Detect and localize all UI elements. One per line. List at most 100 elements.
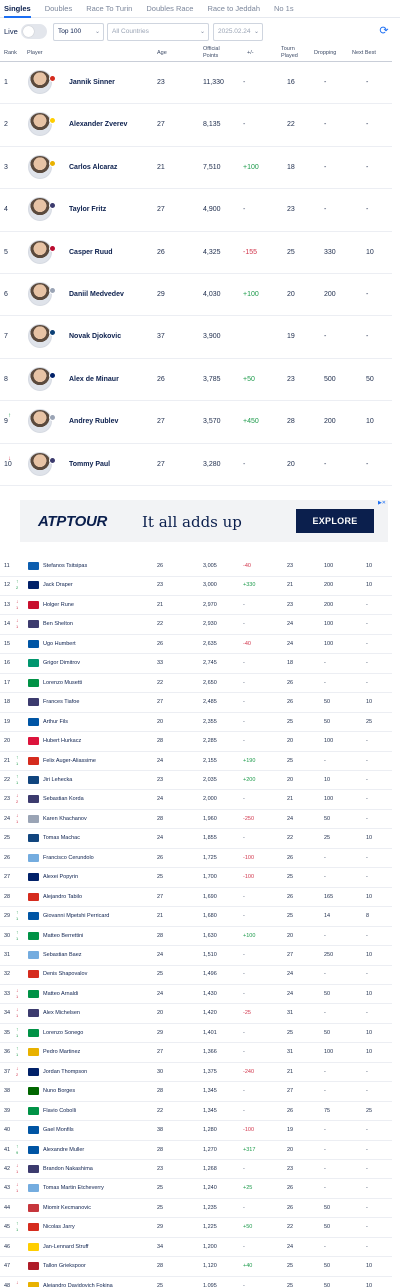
- table-row[interactable]: 39 Flavio Cobolli 22 1,345 - 26 75 25: [0, 1102, 392, 1122]
- table-row[interactable]: 36 ↑ 1 Pedro Martinez 27 1,366 - 31 100 10: [0, 1043, 392, 1063]
- table-row[interactable]: 45 ↑ 1 Nicolas Jarry 29 1,225 +50 22 50 -: [0, 1218, 392, 1238]
- table-row[interactable]: 23 ↓ 2 Sebastian Korda 24 2,000 - 21 100 -: [0, 790, 392, 810]
- table-row[interactable]: 31 Sebastian Baez 24 1,510 - 27 250 10: [0, 946, 392, 966]
- avatar[interactable]: [28, 239, 52, 264]
- table-row[interactable]: 27 Alexei Popyrin 25 1,700 -100 25 - -: [0, 868, 392, 888]
- player-name-link[interactable]: Pedro Martinez: [43, 1049, 81, 1056]
- table-row[interactable]: 17 Lorenzo Musetti 22 2,650 - 26 - -: [0, 674, 392, 694]
- table-row[interactable]: 18 Frances Tiafoe 27 2,485 - 26 50 10: [0, 693, 392, 713]
- player-name-link[interactable]: Alex de Minaur: [69, 375, 119, 383]
- header-rank[interactable]: Rank: [4, 50, 17, 56]
- table-row[interactable]: 44 Miomir Kecmanovic 25 1,235 - 26 50 -: [0, 1199, 392, 1219]
- table-row[interactable]: 25 Tomas Machac 24 1,855 - 22 25 10: [0, 829, 392, 849]
- table-row[interactable]: 28 Alejandro Tabilo 27 1,690 - 26 165 10: [0, 888, 392, 908]
- player-name-link[interactable]: Lorenzo Musetti: [43, 679, 83, 686]
- player-name-link[interactable]: Frances Tiafoe: [43, 699, 80, 706]
- table-row[interactable]: 4 Taylor Fritz 27 4,900 - 23 - -: [0, 189, 392, 232]
- header-points[interactable]: Official Points: [203, 46, 220, 59]
- tab-race-to-jeddah[interactable]: Race to Jeddah: [207, 3, 261, 13]
- table-row[interactable]: 40 Gael Monfils 38 1,280 -100 19 - -: [0, 1121, 392, 1141]
- player-name-link[interactable]: Giovanni Mpetshi Perricard: [43, 913, 110, 920]
- table-row[interactable]: 22 ↑ 1 Jiri Lehecka 23 2,035 +200 20 10 -: [0, 771, 392, 791]
- player-name-link[interactable]: Jack Draper: [43, 582, 73, 589]
- table-row[interactable]: 37 ↓ 2 Jordan Thompson 30 1,375 -240 21 - -: [0, 1063, 392, 1083]
- table-row[interactable]: 33 ↓ 1 Matteo Arnaldi 24 1,430 - 24 50 10: [0, 985, 392, 1005]
- avatar[interactable]: [28, 451, 52, 476]
- table-row[interactable]: 29 ↑ 1 Giovanni Mpetshi Perricard 21 1,680 - 25…: [0, 907, 392, 927]
- player-name-link[interactable]: Lorenzo Sonego: [43, 1029, 84, 1036]
- table-row[interactable]: 16 Grigor Dimitrov 33 2,745 - 18 - -: [0, 654, 392, 674]
- player-name-link[interactable]: Denis Shapovalov: [43, 971, 88, 978]
- table-row[interactable]: 47 Tallon Griekspoor 28 1,120 +40 25 50 10: [0, 1257, 392, 1277]
- player-name-link[interactable]: Novak Djokovic: [69, 333, 122, 341]
- player-name-link[interactable]: Flavio Cobolli: [43, 1107, 77, 1114]
- table-row[interactable]: 19 Arthur Fils 20 2,355 - 25 50 25: [0, 713, 392, 733]
- table-row[interactable]: 7 Novak Djokovic 37 3,900 19 - -: [0, 316, 392, 359]
- avatar[interactable]: [28, 282, 52, 306]
- table-row[interactable]: 13 ↓ 1 Holger Rune 21 2,970 - 23 200 -: [0, 596, 392, 616]
- table-row[interactable]: 6 Daniil Medvedev 29 4,030 +100 20 200 -: [0, 274, 392, 317]
- player-name-link[interactable]: Tommy Paul: [69, 460, 111, 468]
- player-name-link[interactable]: Alejandro Tabilo: [43, 893, 83, 900]
- tab-singles[interactable]: Singles: [4, 0, 31, 18]
- table-row[interactable]: 26 Francisco Cerundolo 26 1,725 -100 26 - -: [0, 849, 392, 869]
- player-name-link[interactable]: Jordan Thompson: [43, 1068, 88, 1075]
- player-name-link[interactable]: Sebastian Korda: [43, 796, 84, 803]
- table-row[interactable]: 24 ↓ 1 Karen Khachanov 28 1,960 -250 24 50 -: [0, 810, 392, 830]
- table-row[interactable]: 32 Denis Shapovalov 25 1,496 - 24 - -: [0, 965, 392, 985]
- table-row[interactable]: 15 Ugo Humbert 26 2,635 -40 24 100 -: [0, 635, 392, 655]
- player-name-link[interactable]: Tallon Griekspoor: [43, 1263, 86, 1270]
- player-name-link[interactable]: Alex Michelsen: [43, 1010, 80, 1017]
- header-age[interactable]: Age: [157, 50, 167, 56]
- tab-race-to-turin[interactable]: Race To Turin: [86, 3, 133, 13]
- player-name-link[interactable]: Francisco Cerundolo: [43, 854, 94, 861]
- table-row[interactable]: 20 Hubert Hurkacz 28 2,285 - 20 100 -: [0, 732, 392, 752]
- header-move[interactable]: +/-: [247, 50, 254, 56]
- table-row[interactable]: 2 Alexander Zverev 27 8,135 - 22 - -: [0, 104, 392, 147]
- table-row[interactable]: 5 Casper Ruud 26 4,325 -155 25 330 10: [0, 232, 392, 274]
- table-row[interactable]: 38 Nuno Borges 28 1,345 - 27 - -: [0, 1082, 392, 1102]
- table-row[interactable]: 8 Alex de Minaur 26 3,785 +50 23 500 50: [0, 359, 392, 402]
- player-name-link[interactable]: Matteo Arnaldi: [43, 990, 79, 997]
- player-name-link[interactable]: Ben Shelton: [43, 621, 73, 628]
- table-row[interactable]: 10 ↓ Tommy Paul 27 3,280 - 20 - -: [0, 444, 392, 486]
- tab-doubles[interactable]: Doubles: [44, 3, 73, 13]
- player-name-link[interactable]: Alexandre Muller: [43, 1146, 85, 1153]
- player-name-link[interactable]: Ugo Humbert: [43, 640, 76, 647]
- table-row[interactable]: 21 ↑ 1 Felix Auger-Aliassime 24 2,155 +190 25 - -: [0, 752, 392, 771]
- live-toggle[interactable]: [21, 24, 47, 39]
- tab-doubles-race[interactable]: Doubles Race: [146, 3, 194, 13]
- player-name-link[interactable]: Grigor Dimitrov: [43, 660, 80, 667]
- table-row[interactable]: 34 ↓ 1 Alex Michelsen 20 1,420 -25 31 - -: [0, 1004, 392, 1024]
- player-name-link[interactable]: Gael Monfils: [43, 1127, 74, 1134]
- refresh-icon[interactable]: ⟳: [379, 25, 389, 37]
- tab-no-1s[interactable]: No 1s: [274, 3, 294, 13]
- player-name-link[interactable]: Jan-Lennard Struff: [43, 1243, 89, 1250]
- player-name-link[interactable]: Jiri Lehecka: [43, 776, 73, 783]
- country-select[interactable]: All Countries ⌄: [107, 23, 209, 41]
- player-name-link[interactable]: Hubert Hurkacz: [43, 738, 82, 745]
- player-name-link[interactable]: Karen Khachanov: [43, 815, 87, 822]
- atp-tour-ad[interactable]: ▶✕ ATPTOUR It all adds up EXPLORE: [20, 500, 388, 542]
- date-select[interactable]: 2025.02.24 ⌄: [213, 23, 263, 41]
- ad-choices-icon[interactable]: ▶✕: [377, 500, 386, 506]
- avatar[interactable]: [28, 70, 52, 94]
- player-name-link[interactable]: Holger Rune: [43, 601, 74, 608]
- table-row[interactable]: 1 Jannik Sinner 23 11,330 - 16 - -: [0, 62, 392, 105]
- table-row[interactable]: 35 ↑ 1 Lorenzo Sonego 29 1,401 - 25 50 10: [0, 1024, 392, 1044]
- header-next-best[interactable]: Next Best: [352, 50, 376, 56]
- player-name-link[interactable]: Andrey Rublev: [69, 418, 119, 426]
- table-row[interactable]: 9 ↑ Andrey Rublev 27 3,570 +450 28 200 10: [0, 401, 392, 444]
- player-name-link[interactable]: Tomas Martin Etcheverry: [43, 1185, 104, 1192]
- range-select[interactable]: Top 100 ⌄: [53, 23, 104, 41]
- avatar[interactable]: [28, 409, 52, 434]
- ad-explore-button[interactable]: EXPLORE: [296, 509, 374, 533]
- player-name-link[interactable]: Nuno Borges: [43, 1088, 76, 1095]
- player-name-link[interactable]: Daniil Medvedev: [69, 291, 124, 298]
- table-row[interactable]: 3 Carlos Alcaraz 21 7,510 +100 18 - -: [0, 147, 392, 190]
- player-name-link[interactable]: Alexei Popyrin: [43, 874, 79, 881]
- player-name-link[interactable]: Alexander Zverev: [69, 121, 128, 129]
- player-name-link[interactable]: Stefanos Tsitsipas: [43, 563, 88, 569]
- header-dropping[interactable]: Dropping: [314, 50, 337, 56]
- table-row[interactable]: 43 ↓ 1 Tomas Martin Etcheverry 25 1,240 +25 26 -…: [0, 1179, 392, 1199]
